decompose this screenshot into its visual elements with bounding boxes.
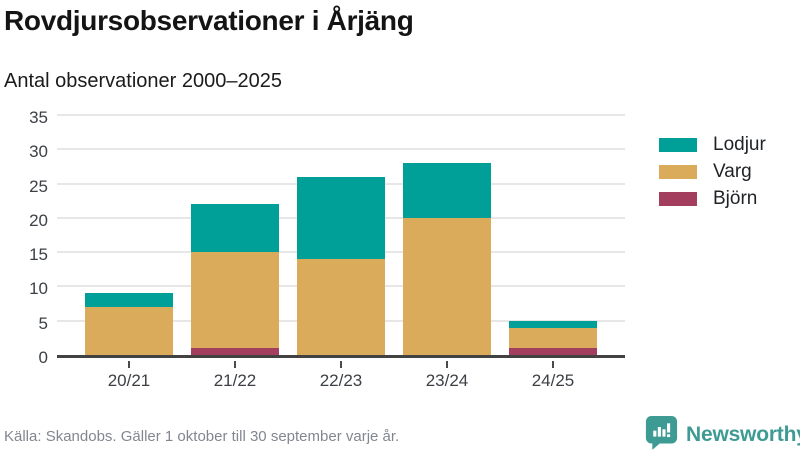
y-tick-label-0: 0 — [38, 348, 48, 367]
gridline-y35 — [57, 114, 625, 116]
y-tick-label-15: 15 — [29, 245, 48, 265]
source-note: Källa: Skandobs. Gäller 1 oktober till 3… — [4, 428, 400, 445]
newsworthy-wordmark: Newsworthy — [686, 423, 800, 446]
newsworthy-logo: Newsworthy — [645, 415, 800, 450]
y-tick-label-20: 20 — [29, 210, 48, 230]
legend-label: Varg — [713, 160, 752, 182]
x-tick-24-25 — [552, 361, 554, 368]
legend: Lodjur Varg Björn — [659, 131, 766, 212]
bar-segment-22-23-lodjur — [297, 176, 385, 259]
bar-segment-23-24-varg — [403, 217, 491, 355]
bar-segment-20-21-varg — [85, 307, 173, 355]
bar-segment-24-25-varg — [509, 327, 597, 349]
legend-label: Lodjur — [713, 133, 766, 155]
legend-swatch-lodjur — [659, 137, 697, 152]
legend-label: Björn — [713, 187, 758, 209]
y-tick-label-5: 5 — [38, 313, 48, 333]
page-title: Rovdjursobservationer i Årjäng — [4, 5, 414, 36]
newsworthy-chart-bubble-icon — [645, 415, 678, 450]
bar-segment-21-22-lodjur — [191, 204, 279, 253]
x-tick-label-20-21: 20/21 — [107, 371, 151, 390]
x-tick-23-24 — [446, 361, 448, 368]
y-tick-label-10: 10 — [29, 279, 48, 299]
x-tick-label-24-25: 24/25 — [531, 371, 575, 390]
bar-segment-22-23-varg — [297, 259, 385, 355]
x-tick-label-21-22: 21/22 — [213, 371, 257, 390]
bar-segment-20-21-lodjur — [85, 293, 173, 307]
legend-item-varg: Varg — [659, 158, 766, 185]
bar-segment-21-22-björn — [191, 348, 279, 355]
x-tick-22-23 — [340, 361, 342, 368]
x-tick-20-21 — [128, 361, 130, 368]
bar-segment-23-24-lodjur — [403, 163, 491, 218]
legend-item-lodjur: Lodjur — [659, 131, 766, 158]
chart-subtitle: Antal observationer 2000–2025 — [4, 70, 282, 92]
y-tick-label-25: 25 — [29, 176, 48, 196]
gridline-y30 — [57, 148, 625, 151]
x-tick-label-23-24: 23/24 — [425, 371, 469, 390]
legend-swatch-varg — [659, 164, 697, 179]
bar-segment-24-25-björn — [509, 348, 597, 355]
x-tick-21-22 — [234, 361, 236, 368]
legend-swatch-bjorn — [659, 191, 697, 206]
bar-segment-21-22-varg — [191, 252, 279, 349]
y-tick-label-35: 35 — [29, 108, 48, 127]
plot-area — [57, 114, 625, 358]
x-tick-label-22-23: 22/23 — [319, 371, 363, 390]
y-tick-label-30: 30 — [29, 142, 48, 162]
bar-segment-24-25-lodjur — [509, 320, 597, 328]
legend-item-bjorn: Björn — [659, 185, 766, 212]
